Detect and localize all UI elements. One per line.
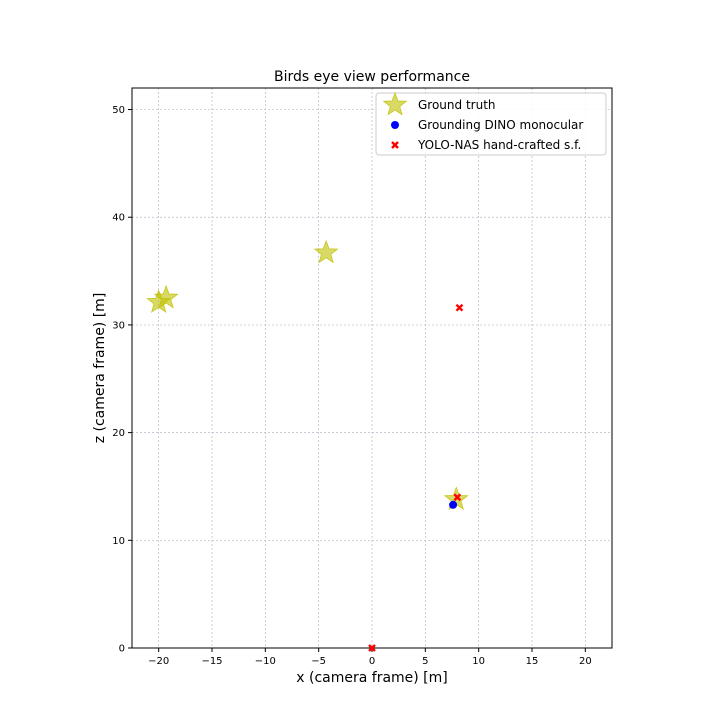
y-tick-label: 30 (112, 320, 125, 331)
yolo-point (368, 644, 376, 652)
legend-label: YOLO-NAS hand-crafted s.f. (417, 138, 581, 152)
x-tick-label: −15 (201, 656, 222, 667)
x-axis-ticks: −20 −15 −10 −5 0 5 10 15 20 (148, 648, 592, 667)
x-tick-label: 20 (579, 656, 592, 667)
x-axis-label: x (camera frame) [m] (296, 670, 448, 686)
y-tick-label: 20 (112, 428, 125, 439)
chart-title: Birds eye view performance (274, 69, 470, 85)
y-axis-label: z (camera frame) [m] (92, 293, 108, 444)
dino-point (449, 500, 458, 509)
x-tick-label: −20 (148, 656, 169, 667)
legend-label: Ground truth (418, 98, 496, 112)
y-axis-ticks: 0 10 20 30 40 50 (112, 105, 132, 655)
grid-lines (132, 88, 612, 649)
x-tick-label: −10 (255, 656, 276, 667)
legend: Ground truth Grounding DINO monocular YOLO… (375, 91, 607, 156)
x-tick-label: 10 (472, 656, 485, 667)
legend-marker (391, 121, 399, 129)
y-tick-label: 10 (112, 536, 125, 547)
y-tick-label: 50 (112, 105, 125, 116)
x-tick-label: −5 (311, 656, 326, 667)
yolo-point (453, 493, 462, 502)
x-tick-label: 5 (422, 656, 428, 667)
ground-truth-point (313, 239, 339, 264)
legend-marker (391, 141, 399, 149)
yolo-point (455, 303, 464, 312)
x-tick-label: 0 (369, 656, 375, 667)
data-points (146, 239, 469, 652)
y-tick-label: 40 (112, 213, 125, 224)
legend-box (375, 92, 607, 156)
y-tick-label: 0 (119, 644, 125, 655)
x-tick-label: 15 (526, 656, 539, 667)
legend-label: Grounding DINO monocular (418, 118, 583, 132)
ground-truth-point (153, 284, 179, 309)
legend-marker (382, 91, 408, 116)
